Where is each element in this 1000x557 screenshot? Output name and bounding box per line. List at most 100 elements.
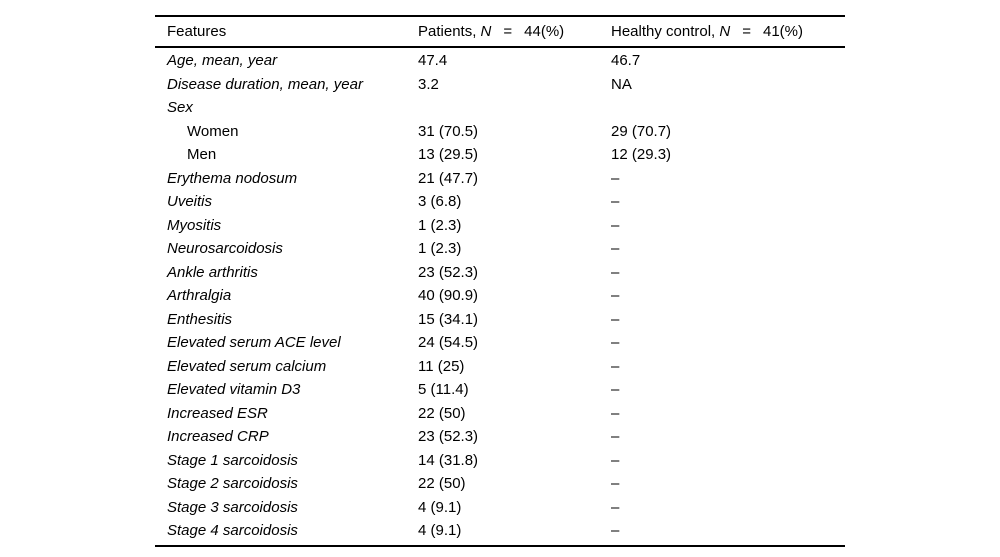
- table-row: Ankle arthritis 23 (52.3) –: [155, 261, 845, 285]
- patients-value: 13 (29.5): [418, 146, 479, 163]
- table-row: Stage 2 sarcoidosis 22 (50) –: [155, 472, 845, 496]
- healthy-value: –: [611, 498, 620, 516]
- healthy-value: –: [611, 475, 620, 492]
- table-row: Enthesitis 15 (34.1) –: [155, 308, 845, 332]
- healthy-value: –: [611, 357, 620, 375]
- header-healthy-label: Healthy control,: [611, 22, 716, 40]
- table-row: Women 31 (70.5) 29 (70.7): [155, 120, 845, 144]
- feature-label: Ankle arthritis: [167, 263, 258, 281]
- healthy-value: –: [611, 334, 620, 351]
- patient-characteristics-table: Features Patients, N = 44(%) Healthy contr…: [155, 15, 845, 547]
- header-patients: Patients, N = 44(%): [418, 20, 611, 44]
- table-row: Stage 4 sarcoidosis 4 (9.1) –: [155, 519, 845, 543]
- feature-label: Stage 1 sarcoidosis: [167, 451, 298, 469]
- patients-value: 21 (47.7): [418, 169, 479, 187]
- patients-value: 5 (11.4): [418, 381, 469, 398]
- feature-label: Neurosarcoidosis: [167, 240, 283, 257]
- table-row: Sex: [155, 96, 845, 120]
- patients-value: 14 (31.8): [418, 451, 479, 469]
- patients-value: 23 (52.3): [418, 428, 479, 445]
- header-healthy-n: N: [719, 22, 731, 40]
- feature-label: Age, mean, year: [167, 52, 278, 69]
- healthy-value: –: [611, 381, 620, 398]
- header-divider-rule: [155, 46, 845, 48]
- patients-value: 40 (90.9): [418, 287, 479, 304]
- table-row: Elevated serum calcium 11 (25) –: [155, 355, 845, 379]
- patients-value: 4 (9.1): [418, 522, 462, 539]
- table-row: Uveitis 3 (6.8) –: [155, 190, 845, 214]
- feature-label: Men: [187, 146, 217, 163]
- feature-label: Elevated serum calcium: [167, 357, 327, 375]
- healthy-value: –: [611, 216, 620, 234]
- header-healthy-value: 41(%): [763, 22, 804, 40]
- patients-value: 22 (50): [418, 475, 466, 492]
- healthy-value: 29 (70.7): [611, 122, 672, 140]
- healthy-value: –: [611, 287, 620, 304]
- healthy-value: 12 (29.3): [611, 146, 672, 163]
- table-row: Increased ESR 22 (50) –: [155, 402, 845, 426]
- patients-value: 47.4: [418, 52, 448, 69]
- feature-label: Stage 4 sarcoidosis: [167, 522, 298, 539]
- table-row: Stage 3 sarcoidosis 4 (9.1) –: [155, 496, 845, 520]
- patients-value: 11 (25): [418, 357, 465, 375]
- table-row: Arthralgia 40 (90.9) –: [155, 284, 845, 308]
- patients-value: 23 (52.3): [418, 263, 479, 281]
- table-row: Elevated vitamin D3 5 (11.4) –: [155, 378, 845, 402]
- table-row: Neurosarcoidosis 1 (2.3) –: [155, 237, 845, 261]
- header-healthy-equals: =: [742, 22, 751, 40]
- healthy-value: 46.7: [611, 52, 641, 69]
- header-patients-n: N: [480, 22, 492, 40]
- healthy-value: –: [611, 263, 620, 281]
- table-body: Age, mean, year 47.4 46.7 Disease durati…: [155, 48, 845, 545]
- patients-value: 15 (34.1): [418, 310, 479, 328]
- feature-label: Elevated vitamin D3: [167, 381, 301, 398]
- healthy-value: –: [611, 428, 620, 445]
- feature-label: Uveitis: [167, 193, 213, 210]
- table-row: Age, mean, year 47.4 46.7: [155, 49, 845, 73]
- feature-label: Stage 3 sarcoidosis: [167, 498, 298, 516]
- table-row: Increased CRP 23 (52.3) –: [155, 425, 845, 449]
- healthy-value: –: [611, 404, 620, 422]
- feature-label: Stage 2 sarcoidosis: [167, 475, 298, 492]
- healthy-value: NA: [611, 75, 632, 93]
- table-row: Disease duration, mean, year 3.2 NA: [155, 73, 845, 97]
- patients-value: 24 (54.5): [418, 334, 479, 351]
- table-row: Men 13 (29.5) 12 (29.3): [155, 143, 845, 167]
- header-patients-value: 44(%): [524, 22, 565, 40]
- feature-label: Increased ESR: [167, 404, 268, 422]
- feature-label: Enthesitis: [167, 310, 233, 328]
- patients-value: 3 (6.8): [418, 193, 462, 210]
- feature-label: Elevated serum ACE level: [167, 334, 341, 351]
- healthy-value: –: [611, 240, 620, 257]
- feature-label: Myositis: [167, 216, 222, 234]
- patients-value: 1 (2.3): [418, 216, 462, 234]
- healthy-value: –: [611, 169, 620, 187]
- healthy-value: –: [611, 193, 620, 210]
- feature-label: Women: [187, 122, 239, 140]
- patients-value: 4 (9.1): [418, 498, 462, 516]
- feature-label: Arthralgia: [167, 287, 232, 304]
- patients-value: 3.2: [418, 75, 439, 93]
- header-patients-equals: =: [503, 22, 513, 40]
- table-header-row: Features Patients, N = 44(%) Healthy contr…: [155, 17, 845, 46]
- header-features: Features: [167, 22, 227, 40]
- healthy-value: –: [611, 451, 620, 469]
- table-bottom-rule: [155, 544, 845, 547]
- table-row: Myositis 1 (2.3) –: [155, 214, 845, 238]
- patients-value: 22 (50): [418, 404, 466, 422]
- healthy-value: –: [611, 310, 620, 328]
- table-row: Erythema nodosum 21 (47.7) –: [155, 167, 845, 191]
- feature-label: Sex: [167, 99, 193, 116]
- header-patients-label: Patients,: [418, 22, 477, 40]
- patients-value: 1 (2.3): [418, 240, 462, 257]
- table-top-rule: [155, 15, 845, 17]
- feature-label: Increased CRP: [167, 428, 269, 445]
- feature-label: Erythema nodosum: [167, 169, 298, 187]
- table-row: Stage 1 sarcoidosis 14 (31.8) –: [155, 449, 845, 473]
- table-row: Elevated serum ACE level 24 (54.5) –: [155, 331, 845, 355]
- healthy-value: –: [611, 522, 620, 539]
- feature-label: Disease duration, mean, year: [167, 75, 363, 93]
- patients-value: 31 (70.5): [418, 122, 479, 140]
- header-healthy: Healthy control, N = 41(%): [611, 20, 845, 44]
